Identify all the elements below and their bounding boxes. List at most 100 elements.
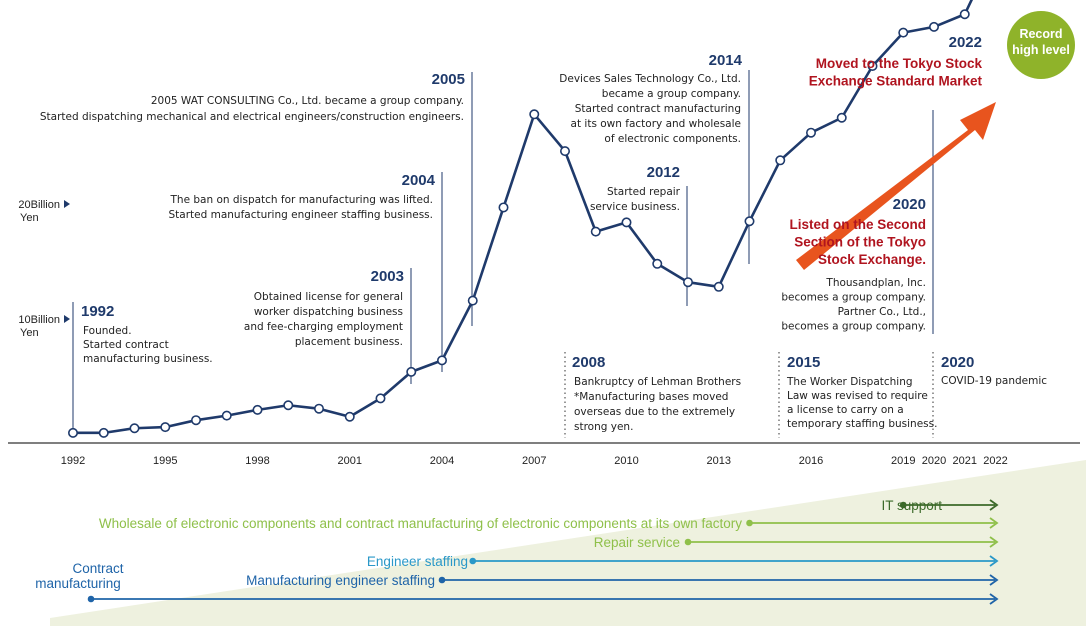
milestone-year: 2020 bbox=[941, 354, 974, 371]
business-line-label: IT support bbox=[881, 498, 942, 513]
business-line-start-dot bbox=[438, 576, 446, 584]
milestone-note: Bankruptcy of Lehman Brothers bbox=[574, 376, 741, 388]
y-tick-label: 20Billion bbox=[18, 199, 60, 211]
milestone-note: strong yen. bbox=[574, 421, 633, 433]
milestone-year: 2020 bbox=[893, 196, 926, 213]
business-line-label: Manufacturing engineer staffing bbox=[246, 573, 435, 588]
data-point-2006 bbox=[498, 202, 509, 213]
data-point-1993 bbox=[98, 427, 109, 438]
x-tick-label: 2013 bbox=[707, 455, 731, 467]
growth-arrow-shape bbox=[796, 102, 996, 270]
x-axis: 1992 1995 1998 2001 2004 2007 2010 2013 2016 2019… bbox=[8, 442, 1080, 467]
business-line-arrowhead bbox=[989, 593, 999, 605]
data-point-1992 bbox=[68, 427, 79, 438]
milestone-note: Devices Sales Technology Co., Ltd. bbox=[559, 73, 741, 85]
data-point-1995 bbox=[160, 422, 171, 433]
y-tick-marker bbox=[64, 200, 70, 208]
business-background-wedge bbox=[50, 460, 1086, 626]
milestone-note: Law was revised to require bbox=[787, 390, 928, 402]
milestone-year: 2008 bbox=[572, 354, 605, 371]
milestone-note: becomes a group company. bbox=[781, 321, 926, 333]
milestone-note: temporary staffing business. bbox=[787, 418, 937, 430]
y-tick-marker bbox=[64, 315, 70, 323]
business-line-label: Repair service bbox=[594, 535, 680, 550]
milestone-year: 2004 bbox=[402, 172, 436, 189]
business-line-label: Wholesale of electronic components and c… bbox=[99, 516, 742, 531]
data-point-2001 bbox=[344, 411, 355, 422]
milestone-year: 1992 bbox=[81, 303, 114, 320]
x-tick-label: 2016 bbox=[799, 455, 823, 467]
milestone-note: Started manufacturing engineer staffing … bbox=[168, 209, 433, 221]
data-point-2017 bbox=[836, 112, 847, 123]
data-point-2009 bbox=[590, 226, 601, 237]
record-badge-line1: Record bbox=[1019, 27, 1062, 41]
data-point-2010 bbox=[621, 217, 632, 228]
data-point-2019 bbox=[898, 27, 909, 38]
x-tick-label: 2007 bbox=[522, 455, 546, 467]
background-wedge bbox=[50, 460, 1086, 626]
data-point-2005 bbox=[467, 295, 478, 306]
milestone-note: The Worker Dispatching bbox=[786, 376, 913, 388]
sales-line-series bbox=[68, 0, 973, 438]
business-line-label: manufacturing bbox=[35, 576, 121, 591]
milestone-annotations: 1992 Founded. Started contract manufacturin… bbox=[40, 34, 1047, 433]
milestone-note: The ban on dispatch for manufacturing wa… bbox=[170, 194, 433, 206]
milestone-note: Founded. bbox=[83, 325, 132, 337]
milestone-highlight: Stock Exchange. bbox=[818, 252, 926, 267]
milestone-leader-lines bbox=[72, 70, 934, 438]
data-point-2016 bbox=[805, 127, 816, 138]
milestone-note: manufacturing business. bbox=[83, 353, 213, 365]
business-line-arrowhead bbox=[989, 536, 999, 548]
data-point-2021 bbox=[959, 9, 970, 20]
x-tick-label: 1998 bbox=[245, 455, 269, 467]
milestone-note: Thousandplan, Inc. bbox=[825, 277, 926, 289]
record-badge-circle bbox=[1007, 11, 1075, 79]
milestone-note: a license to carry on a bbox=[787, 404, 904, 416]
x-tick-label: 1995 bbox=[153, 455, 177, 467]
milestone-highlight: Section of the Tokyo bbox=[794, 235, 926, 250]
x-tick-label: 2020 bbox=[922, 455, 946, 467]
x-tick-label: 2004 bbox=[430, 455, 454, 467]
data-point-2007 bbox=[529, 109, 540, 120]
milestone-note: becomes a group company. bbox=[781, 292, 926, 304]
business-line-arrowhead bbox=[989, 555, 999, 567]
milestone-note: 2005 WAT CONSULTING Co., Ltd. became a g… bbox=[151, 95, 464, 107]
milestone-note: Started repair bbox=[607, 186, 681, 198]
business-line-arrowhead bbox=[989, 517, 999, 529]
x-tick-label: 2010 bbox=[614, 455, 638, 467]
data-point-2008 bbox=[559, 146, 570, 157]
milestone-note: and fee-charging employment bbox=[244, 321, 403, 333]
record-badge-line2: high level bbox=[1012, 43, 1070, 57]
data-point-2018 bbox=[867, 60, 878, 71]
data-point-2020 bbox=[928, 21, 939, 32]
milestone-note: *Manufacturing bases moved bbox=[574, 391, 728, 403]
data-point-1998 bbox=[252, 404, 263, 415]
milestone-note: placement business. bbox=[295, 336, 403, 348]
milestone-note: overseas due to the extremely bbox=[574, 406, 735, 418]
business-line-start-dot bbox=[899, 501, 907, 509]
data-point-2004 bbox=[436, 355, 447, 366]
data-point-2015 bbox=[775, 155, 786, 166]
business-line-start-dot bbox=[87, 595, 95, 603]
y-tick-label: 10Billion bbox=[18, 314, 60, 326]
data-point-2011 bbox=[652, 258, 663, 269]
x-tick-label: 2001 bbox=[338, 455, 362, 467]
x-tick-label: 2019 bbox=[891, 455, 915, 467]
milestone-note: of electronic components. bbox=[604, 133, 741, 145]
milestone-note: Obtained license for general bbox=[254, 291, 403, 303]
milestone-note: COVID-19 pandemic bbox=[941, 375, 1047, 387]
business-line-arrowhead bbox=[989, 574, 999, 586]
data-point-1994 bbox=[129, 423, 140, 434]
milestone-year: 2005 bbox=[432, 71, 465, 88]
milestone-note: became a group company. bbox=[602, 88, 741, 100]
milestone-year: 2015 bbox=[787, 354, 820, 371]
data-point-2002 bbox=[375, 393, 386, 404]
x-tick-label: 1992 bbox=[61, 455, 85, 467]
milestone-year: 2022 bbox=[949, 34, 982, 51]
milestone-year: 2012 bbox=[647, 164, 680, 181]
business-line-start-dot bbox=[746, 519, 753, 527]
business-line-label: Engineer staffing bbox=[367, 554, 468, 569]
milestone-note: Started contract bbox=[83, 339, 169, 351]
business-lines: IT support Wholesale of electronic compon… bbox=[35, 498, 999, 605]
milestone-note: at its own factory and wholesale bbox=[571, 118, 741, 130]
